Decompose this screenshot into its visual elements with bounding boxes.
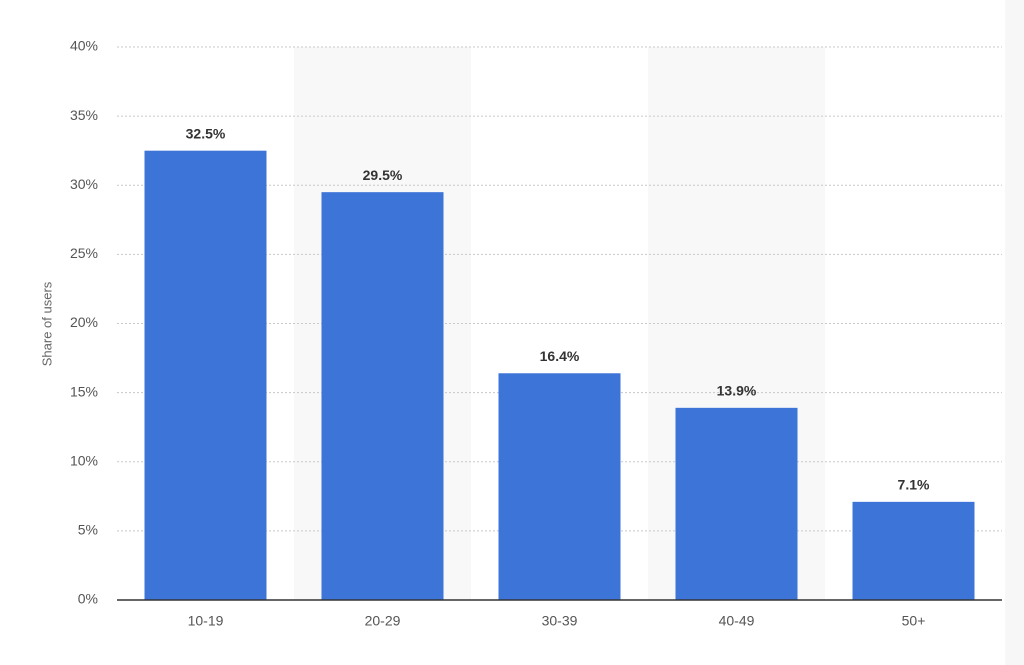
side-strip — [1005, 0, 1024, 665]
y-tick-label: 15% — [70, 383, 98, 399]
x-tick-label: 30-39 — [542, 613, 578, 629]
bar — [498, 373, 621, 600]
y-tick-label: 20% — [70, 314, 98, 330]
value-label: 13.9% — [717, 383, 757, 399]
y-tick-label: 35% — [70, 107, 98, 123]
x-tick-label: 50+ — [902, 613, 926, 629]
y-tick-label: 30% — [70, 176, 98, 192]
x-tick-label: 20-29 — [365, 613, 401, 629]
value-label: 16.4% — [540, 348, 580, 364]
value-label: 29.5% — [363, 167, 403, 183]
value-label: 32.5% — [186, 125, 226, 141]
y-tick-label: 25% — [70, 245, 98, 261]
bar — [852, 501, 975, 600]
bar — [144, 150, 267, 600]
value-label: 7.1% — [898, 477, 930, 493]
y-tick-label: 0% — [78, 591, 98, 607]
bar — [321, 192, 444, 600]
y-tick-label: 40% — [70, 38, 98, 54]
y-tick-label: 10% — [70, 452, 98, 468]
bar — [675, 407, 798, 600]
x-tick-label: 40-49 — [719, 613, 755, 629]
y-tick-label: 5% — [78, 522, 98, 538]
y-axis-title: Share of users — [39, 281, 54, 366]
x-tick-label: 10-19 — [188, 613, 224, 629]
